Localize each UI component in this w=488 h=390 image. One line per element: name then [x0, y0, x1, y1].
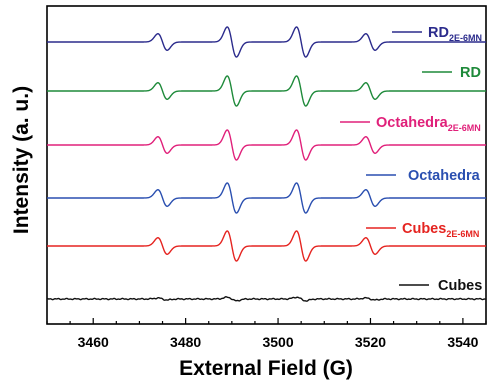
- legend-label-1: RD: [460, 65, 481, 81]
- x-axis-ticks: 3460 3480 3500 3520 3540: [46, 318, 487, 350]
- x-tick-label: 3520: [355, 334, 386, 350]
- trace-0: [47, 26, 486, 58]
- trace-3: [47, 182, 486, 214]
- legend-label-0: RD2E-6MN: [428, 25, 482, 43]
- y-axis-label: Intensity (a. u.): [10, 86, 33, 234]
- plot-frame: [46, 5, 487, 325]
- trace-2: [47, 129, 486, 161]
- legend-label-3: Octahedra: [408, 168, 481, 184]
- x-tick-label: 3540: [447, 334, 478, 350]
- x-tick-label: 3500: [262, 334, 293, 350]
- legend-label-2: Octahedra2E-6MN: [376, 115, 481, 133]
- traces: [46, 26, 487, 302]
- trace-1: [47, 75, 486, 107]
- x-tick-label: 3480: [170, 334, 201, 350]
- trace-4: [47, 230, 486, 262]
- x-axis-label: External Field (G): [179, 357, 353, 380]
- legend-label-4: Cubes2E-6MN: [402, 221, 479, 239]
- x-tick-label: 3460: [78, 334, 109, 350]
- legend: RD2E-6MN RD Octahedra2E-6MN Octahedra Cubes2…: [340, 25, 482, 294]
- legend-label-5: Cubes: [438, 278, 482, 294]
- trace-5: [46, 296, 487, 302]
- plot-border: [46, 5, 487, 325]
